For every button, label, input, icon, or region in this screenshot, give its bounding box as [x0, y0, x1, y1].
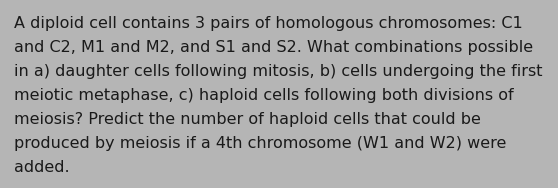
Text: added.: added.	[14, 160, 70, 175]
Text: A diploid cell contains 3 pairs of homologous chromosomes: C1: A diploid cell contains 3 pairs of homol…	[14, 16, 523, 31]
Text: produced by meiosis if a 4th chromosome (W1 and W2) were: produced by meiosis if a 4th chromosome …	[14, 136, 506, 151]
Text: meiotic metaphase, c) haploid cells following both divisions of: meiotic metaphase, c) haploid cells foll…	[14, 88, 513, 103]
Text: meiosis? Predict the number of haploid cells that could be: meiosis? Predict the number of haploid c…	[14, 112, 481, 127]
Text: in a) daughter cells following mitosis, b) cells undergoing the first: in a) daughter cells following mitosis, …	[14, 64, 542, 79]
Text: and C2, M1 and M2, and S1 and S2. What combinations possible: and C2, M1 and M2, and S1 and S2. What c…	[14, 40, 533, 55]
